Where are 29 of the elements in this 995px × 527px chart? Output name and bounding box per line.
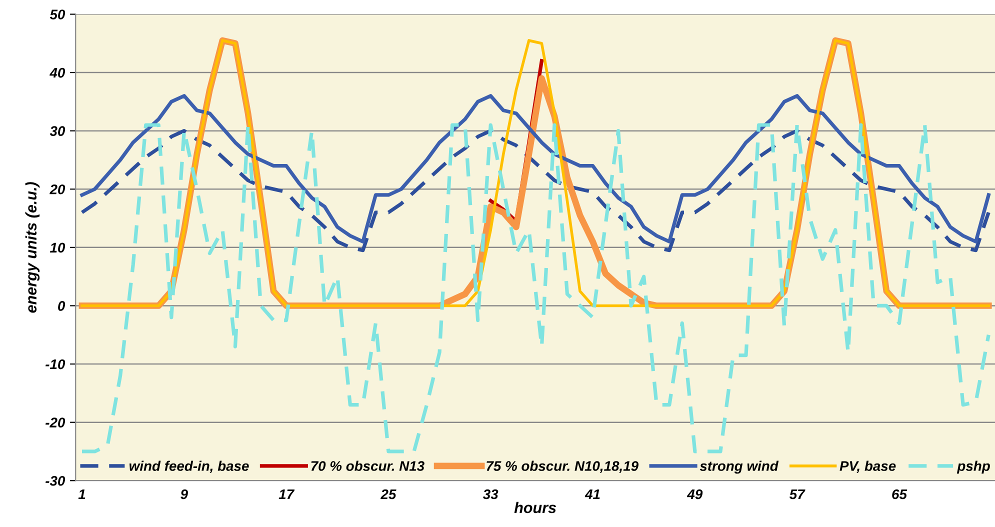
x-tick-label: 65	[892, 489, 908, 500]
y-tick-label: -10	[46, 359, 66, 370]
x-tick-label: 25	[380, 489, 396, 500]
line-series	[80, 129, 990, 252]
y-tick-label: 40	[50, 68, 66, 78]
legend-label: pshp	[956, 460, 990, 474]
line-series	[80, 94, 990, 244]
y-tick-label: 20	[50, 184, 66, 194]
legend-label: 75 % obscur. N10,18,19	[486, 460, 639, 473]
y-tick-label: -20	[46, 418, 66, 428]
legend-label: PV, base	[840, 460, 896, 473]
x-tick-label: 17	[278, 489, 295, 500]
x-tick-label: 49	[686, 489, 703, 500]
y-tick-label: 30	[50, 126, 66, 136]
line-series	[80, 123, 990, 454]
x-tick-label: 1	[78, 489, 86, 500]
y-axis-title: energy units (e.u.)	[25, 182, 40, 313]
legend-label: 70 % obscur. N13	[311, 460, 424, 471]
y-tick-label: 0	[58, 301, 66, 311]
x-tick-label: 9	[180, 489, 188, 500]
y-tick-label: -30	[46, 476, 66, 486]
legend-label: wind feed-in, base	[130, 460, 249, 473]
x-tick-label: 33	[483, 489, 498, 500]
x-axis-title: hours	[514, 502, 556, 514]
y-tick-label: 10	[50, 242, 66, 253]
y-tick-label: 50	[50, 10, 66, 20]
legend-label: strong wind	[700, 460, 779, 474]
x-tick-label: 57	[789, 489, 806, 500]
x-tick-label: 41	[584, 489, 600, 500]
